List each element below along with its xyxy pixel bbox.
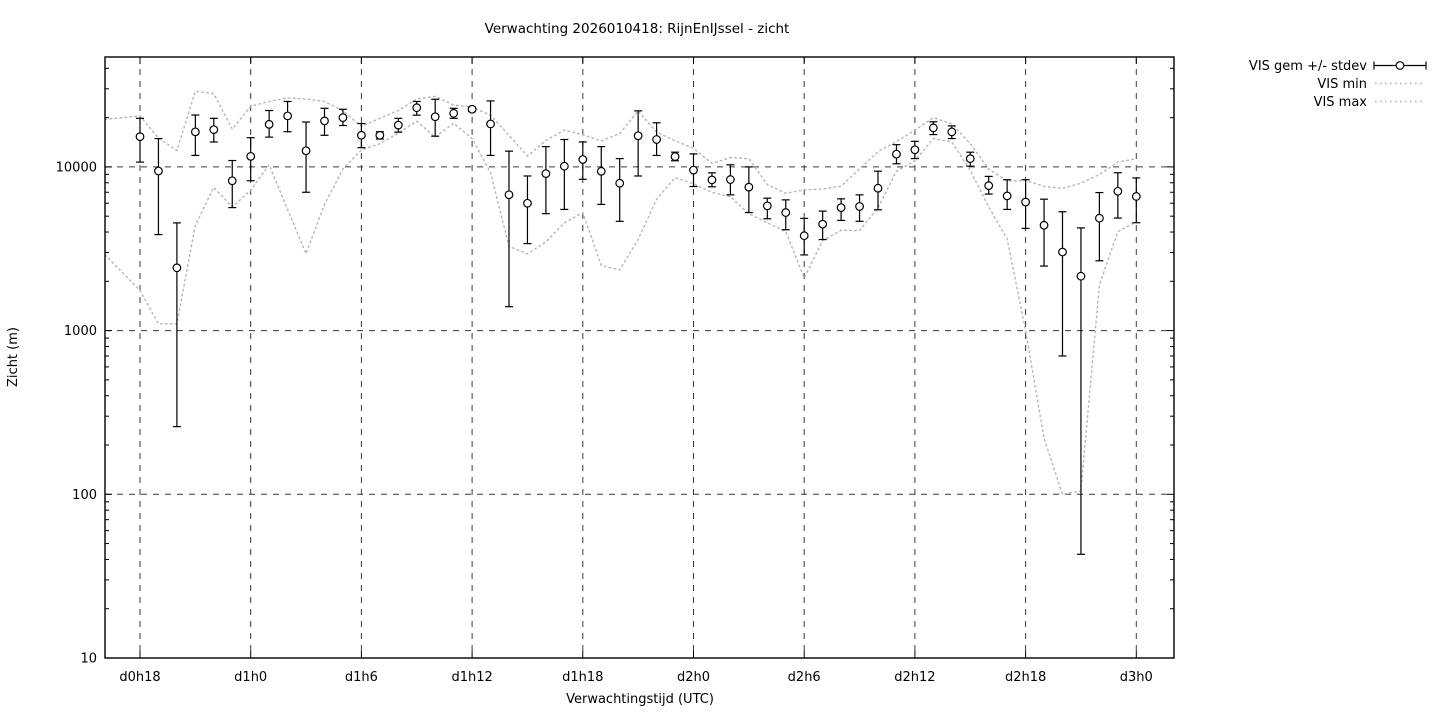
x-tick-d2h12: d2h12 (894, 670, 935, 685)
y-tick-1000: 1000 (64, 324, 97, 339)
errorbar-point (1002, 179, 1012, 211)
y-tick-10: 10 (80, 652, 97, 667)
errorbar-point (799, 217, 809, 256)
errorbar-point (910, 140, 920, 160)
errorbar-point (430, 98, 440, 137)
errorbar-point (357, 122, 366, 149)
errorbar-point (596, 146, 606, 206)
errorbar-point (375, 130, 385, 140)
x-tick-d1h18: d1h18 (562, 670, 603, 685)
errorbar-point (1113, 172, 1123, 219)
chart-title: Verwachting 2026010418: RijnEnIJssel - z… (485, 21, 790, 37)
errorbar-point (209, 117, 219, 143)
errorbar-point (559, 138, 569, 211)
errorbar-point (1058, 211, 1067, 357)
errorbar-point (1131, 177, 1141, 224)
y-axis-tick-labels: 10 100 1000 10000 (56, 160, 97, 666)
x-tick-d0h18: d0h18 (119, 670, 160, 685)
series-vis-gem-errorbars (135, 98, 1141, 555)
errorbar-point (578, 141, 588, 180)
x-tick-d1h6: d1h6 (345, 670, 378, 685)
errorbar-point (504, 150, 514, 308)
errorbar-point (301, 121, 311, 193)
x-tick-d2h18: d2h18 (1005, 670, 1046, 685)
series-vis-min (104, 120, 1138, 496)
errorbar-point (726, 164, 735, 196)
errorbar-point (393, 117, 403, 133)
errorbar-point (486, 100, 495, 157)
x-axis-title: Verwachtingstijd (UTC) (566, 692, 714, 707)
errorbar-point (892, 144, 901, 165)
errorbar-point (873, 170, 883, 211)
errorbar-point (172, 222, 182, 428)
y-tick-10000: 10000 (56, 160, 97, 175)
errorbar-point (523, 175, 532, 245)
errorbar-point (836, 198, 846, 222)
errorbar-point (781, 199, 791, 231)
x-tick-d1h12: d1h12 (451, 670, 492, 685)
errorbar-point (818, 210, 828, 241)
legend-errorbar-sample-icon (1373, 61, 1427, 70)
errorbar-point (449, 107, 459, 119)
legend-label-vis-min: VIS min (1317, 77, 1367, 92)
errorbar-point (264, 109, 274, 138)
errorbar-point (338, 108, 348, 127)
errorbar-point (190, 114, 200, 157)
y-tick-100: 100 (72, 488, 97, 503)
x-tick-d3h0: d3h0 (1120, 670, 1153, 685)
errorbar-point (227, 159, 237, 209)
errorbar-point (928, 121, 938, 136)
errorbar-point (1021, 179, 1030, 230)
plot-frame (104, 56, 1175, 659)
x-tick-d2h6: d2h6 (788, 670, 821, 685)
errorbar-point (947, 125, 957, 140)
errorbar-point (615, 157, 625, 222)
errorbar-point (762, 197, 772, 220)
errorbar-point (670, 151, 680, 162)
errorbar-point (689, 153, 698, 188)
legend: VIS gem +/- stdev VIS min VIS max (1249, 59, 1427, 110)
errorbar-point (744, 166, 754, 214)
errorbar-point (1039, 198, 1049, 267)
errorbar-point (283, 100, 293, 133)
errorbar-point (412, 100, 422, 116)
errorbar-point (984, 175, 994, 195)
x-tick-d2h0: d2h0 (677, 670, 710, 685)
dotted-envelope-line (104, 120, 1138, 496)
errorbar-point (135, 117, 145, 163)
errorbar-point (246, 137, 256, 182)
plot-area (104, 57, 1174, 659)
series-vis-max (104, 90, 1138, 195)
dotted-envelope-line (104, 90, 1138, 195)
errorbar-point (320, 107, 329, 136)
x-axis-tick-labels: d0h18 d1h0 d1h6 d1h12 d1h18 d2h0 d2h6 d2… (119, 670, 1152, 685)
errorbar-point (707, 172, 717, 188)
errorbar-point (467, 104, 477, 114)
errorbar-point (652, 122, 661, 157)
errorbar-point (1094, 191, 1104, 262)
errorbar-point (633, 110, 643, 177)
grid-lines (105, 57, 1174, 658)
errorbar-point (1076, 227, 1086, 555)
x-tick-d1h0: d1h0 (234, 670, 267, 685)
errorbar-point (855, 194, 864, 222)
errorbar-point (154, 137, 163, 236)
errorbar-point (541, 146, 551, 215)
y-axis-title: Zicht (m) (6, 327, 21, 387)
legend-label-vis-gem: VIS gem +/- stdev (1249, 59, 1367, 74)
legend-label-vis-max: VIS max (1314, 95, 1368, 110)
axis-ticks (105, 57, 1174, 659)
errorbar-point (965, 151, 975, 167)
